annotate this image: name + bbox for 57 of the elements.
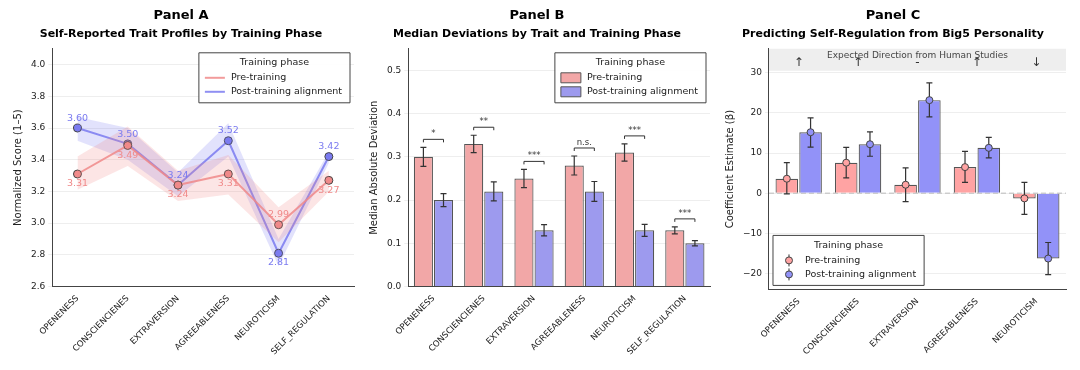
data-label: 3.31 [66,177,89,189]
y-tick-label: 0.3 [386,151,402,162]
legend-label: Post-training alignment [230,85,343,97]
legend-title: Training phase [238,56,310,68]
y-tick-label: 20 [750,107,763,118]
y-tick-label: 3.2 [30,185,46,196]
y-axis-title: Coefficient Estimate (β) [723,109,735,229]
y-tick-label: −20 [742,267,763,278]
annotation: n.s. [576,136,592,147]
annotation: ↓ [1031,54,1042,69]
legend-label: Pre-training [804,253,861,265]
y-tick-label: 0.0 [386,280,402,291]
y-axis-title: Median Absolute Deviation [367,100,379,235]
y-tick-label: 2.6 [30,280,46,291]
legend-label: Post-training alignment [804,267,917,279]
y-tick-label: 30 [750,67,763,78]
y-tick-label: 0.1 [386,237,402,248]
chart-title: Panel A [153,7,209,23]
y-axis-title: Normalized Score (1–5) [11,109,23,226]
annotation: *** [678,207,692,218]
y-tick-label: 3.0 [30,217,46,228]
data-label: 2.99 [268,208,290,220]
y-tick-label: 0.2 [386,194,402,205]
y-tick-label: 0.4 [386,107,402,118]
annotation: ↑ [793,54,804,69]
data-label: 3.52 [217,124,239,136]
annotation: *** [628,124,641,135]
data-label: 3.24 [167,168,189,180]
data-label: 3.42 [318,140,340,152]
legend-label: Post-training alignment [586,85,699,97]
data-label: 2.81 [268,256,290,268]
y-tick-label: 2.8 [30,249,46,260]
y-tick-label: −10 [742,227,763,238]
y-tick-label: 0 [756,187,763,198]
data-label: 3.49 [117,148,139,160]
y-tick-label: 0.5 [386,64,402,75]
legend-label: Pre-training [230,71,287,83]
chart-subtitle: Median Deviations by Trait and Training Phase [392,27,682,41]
y-tick-label: 4.0 [30,58,46,69]
legend-title: Training phase [594,56,666,68]
y-tick-label: 10 [750,147,763,158]
y-tick-label: 3.6 [30,122,46,133]
chart-subtitle: Self-Reported Trait Profiles by Training Phase [39,27,323,41]
annotation: * [431,128,436,139]
annotation: *** [527,150,541,161]
data-label: 3.27 [318,183,340,195]
y-tick-label: 3.8 [30,90,46,101]
data-label: 3.60 [66,111,89,123]
legend-label: Pre-training [586,71,643,83]
data-label: 3.50 [117,127,139,139]
chart-subtitle: Predicting Self-Regulation from Big5 Personality [742,27,1044,41]
chart-title: Panel C [865,7,921,23]
y-tick-label: 3.4 [30,154,46,165]
chart-title: Panel B [509,7,565,23]
data-label: 3.24 [167,188,189,200]
legend-title: Training phase [812,238,884,250]
annotation: ** [479,116,488,127]
